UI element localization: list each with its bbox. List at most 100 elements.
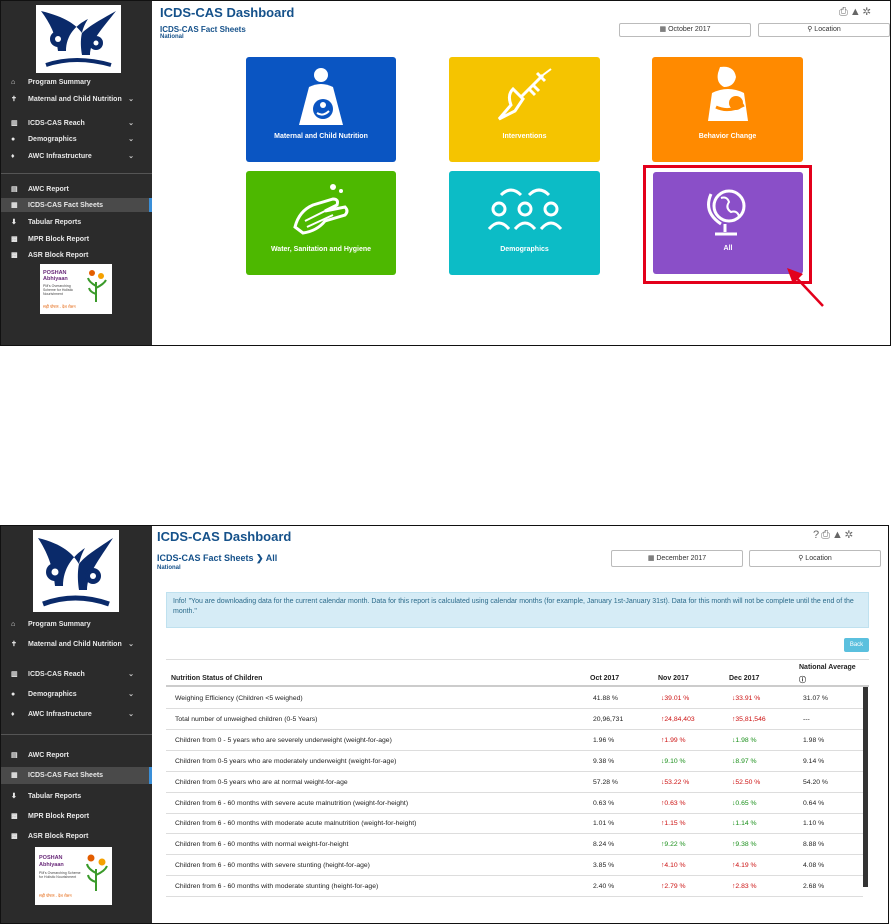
arrow-down-icon: ↓ (732, 820, 736, 828)
sidebar-item-maternal-child[interactable]: ✝ Maternal and Child Nutrition ⌄ (11, 96, 134, 103)
table-cell-avg: 4.08 % (803, 862, 824, 869)
sidebar-item-demographics[interactable]: ● Demographics ⌄ (11, 691, 134, 698)
arrow-up-icon: ↑ (732, 862, 736, 870)
location-level: National (160, 34, 184, 40)
table-cell-dec: ↑4.19 % (732, 862, 757, 869)
gear-icon[interactable]: ✲ (862, 6, 873, 18)
table-cell-avg: 0.64 % (803, 800, 824, 807)
page-title: ICDS-CAS Dashboard (157, 529, 292, 544)
cell-value: 9.10 % (664, 757, 686, 765)
cell-value: 9.22 % (664, 841, 686, 849)
sidebar: ⌂ Program Summary ✝ Maternal and Child Nut… (1, 1, 152, 345)
cell-value: 41.88 % (593, 695, 618, 702)
page-title: ICDS-CAS Dashboard (160, 5, 295, 20)
tile-wash[interactable]: Water, Sanitation and Hygiene (246, 171, 396, 275)
tile-behavior-change[interactable]: Behavior Change (652, 57, 803, 162)
location-selector[interactable]: ⚲ Location (758, 23, 890, 37)
arrow-down-icon: ↓ (732, 736, 736, 744)
sidebar-item-tabular-reports[interactable]: ⬇ Tabular Reports (11, 793, 82, 800)
pin-icon: ⚲ (807, 26, 815, 33)
cell-value: 4.10 % (664, 862, 686, 870)
tile-interventions[interactable]: Interventions (449, 57, 600, 162)
table-cell-label: Children from 6 - 60 months with severe … (175, 800, 408, 807)
sidebar-item-asr-block[interactable]: ▩ ASR Block Report (11, 252, 89, 259)
table-cell-oct: 9.38 % (593, 758, 614, 765)
table-scrollbar[interactable] (863, 687, 868, 887)
cell-value: 4.19 % (735, 862, 757, 870)
chevron-down-icon: ⌄ (128, 120, 134, 127)
home-icon: ⌂ (11, 621, 16, 628)
cell-value: 1.10 % (803, 820, 825, 828)
table-cell-label: Weighing Efficiency (Children <5 weighed… (175, 695, 303, 702)
arrow-up-icon: ↑ (732, 883, 736, 891)
sidebar-item-demographics[interactable]: ● Demographics ⌄ (11, 136, 134, 143)
print-icon[interactable]: ⎙ (821, 529, 832, 541)
poshan-abhiyaan-logo: POSHAN Abhiyaan PM's Overarching Scheme … (35, 847, 112, 905)
table-cell-nov: ↓53.22 % (661, 779, 689, 786)
cell-value: 3.85 % (593, 862, 615, 870)
info-icon[interactable]: ⓘ (799, 677, 806, 684)
print-icon[interactable]: ⎙ (839, 6, 850, 18)
icds-logo (36, 5, 121, 73)
cell-value: 53.22 % (664, 778, 690, 786)
cell-value: Weighing Efficiency (Children <5 weighed… (175, 695, 303, 702)
icds-logo (33, 530, 119, 612)
cell-value: 1.01 % (593, 820, 615, 828)
date-selector[interactable]: ▦ October 2017 (619, 23, 751, 37)
cell-value: Children from 6 - 60 months with normal … (175, 841, 349, 849)
tile-label: Interventions (502, 133, 547, 140)
tile-maternal-child-nutrition[interactable]: Maternal and Child Nutrition (246, 57, 396, 162)
dashboard-screenshot-bottom: ⌂ Program Summary ✝ Maternal and Child Nut… (0, 525, 889, 924)
sidebar-item-fact-sheets[interactable]: ▦ ICDS-CAS Fact Sheets (1, 767, 152, 784)
breadcrumb: ICDS-CAS Fact Sheets ❯ All (157, 553, 277, 564)
table-cell-nov: ↓39.01 % (661, 695, 689, 702)
location-selector[interactable]: ⚲ Location (749, 550, 881, 567)
tile-demographics[interactable]: Demographics (449, 171, 600, 275)
breadcrumb-current: All (265, 553, 278, 563)
sidebar-item-tabular-reports[interactable]: ⬇ Tabular Reports (11, 219, 82, 226)
column-header: Dec 2017 (729, 675, 760, 682)
table-cell-dec: ↑9.38 % (732, 841, 757, 848)
table-cell-avg: 2.68 % (803, 883, 824, 890)
table-cell-label: Children from 0 - 5 years who are severe… (175, 737, 392, 744)
cell-value: 8.97 % (735, 757, 757, 765)
sidebar-item-fact-sheets[interactable]: ▦ ICDS-CAS Fact Sheets (1, 198, 152, 212)
sidebar-item-awc-report[interactable]: ▤ AWC Report (11, 752, 69, 759)
sidebar-item-awc-infra[interactable]: ♦ AWC Infrastructure ⌄ (11, 153, 134, 160)
breadcrumb-fact-sheets[interactable]: ICDS-CAS Fact Sheets (157, 553, 254, 563)
date-selector[interactable]: ▦ December 2017 (611, 550, 743, 567)
chevron-down-icon: ⌄ (128, 96, 134, 103)
gear-icon[interactable]: ✲ (844, 529, 855, 541)
sidebar-item-maternal-child[interactable]: ✝ Maternal and Child Nutrition ⌄ (11, 641, 134, 648)
back-button[interactable]: Back (844, 638, 869, 652)
tile-all[interactable]: All (653, 172, 803, 274)
cell-value: 2.79 % (664, 883, 686, 891)
sidebar-item-reach[interactable]: ▥ ICDS-CAS Reach ⌄ (11, 671, 134, 678)
alert-icon[interactable]: ▲ (849, 6, 863, 18)
sidebar-item-program-summary[interactable]: ⌂ Program Summary (11, 621, 91, 628)
table-cell-dec: ↓33.91 % (732, 695, 760, 702)
sidebar-item-mpr-block[interactable]: ▩ MPR Block Report (11, 813, 90, 820)
sidebar-item-awc-report[interactable]: ▤ AWC Report (11, 186, 69, 193)
sidebar-item-reach[interactable]: ▥ ICDS-CAS Reach ⌄ (11, 120, 134, 127)
arrow-down-icon: ↓ (732, 757, 736, 765)
sidebar-item-asr-block[interactable]: ▩ ASR Block Report (11, 833, 89, 840)
chevron-down-icon: ⌄ (128, 136, 134, 143)
alert-icon[interactable]: ▲ (831, 529, 845, 541)
table-cell-avg: 8.88 % (803, 841, 824, 848)
cell-value: Children from 6 - 60 months with severe … (175, 799, 409, 807)
table-cell-dec: ↓1.98 % (732, 737, 757, 744)
table-cell-label: Children from 6 - 60 months with severe … (175, 862, 370, 869)
sidebar-item-program-summary[interactable]: ⌂ Program Summary (11, 79, 91, 86)
cell-value: Children from 6 - 60 months with moderat… (175, 883, 379, 891)
help-icon[interactable]: ? (813, 529, 822, 541)
table-cell-nov: ↑9.22 % (661, 841, 686, 848)
sidebar-item-awc-infra[interactable]: ♦ AWC Infrastructure ⌄ (11, 711, 134, 718)
download-icon: ⬇ (11, 219, 17, 226)
chevron-down-icon: ⌄ (128, 153, 134, 160)
sidebar-item-mpr-block[interactable]: ▩ MPR Block Report (11, 236, 90, 243)
tile-label: Behavior Change (698, 133, 757, 140)
table-cell-oct: 57.28 % (593, 779, 618, 786)
cell-value: 1.98 % (803, 736, 825, 744)
report-icon: ▤ (11, 752, 18, 759)
